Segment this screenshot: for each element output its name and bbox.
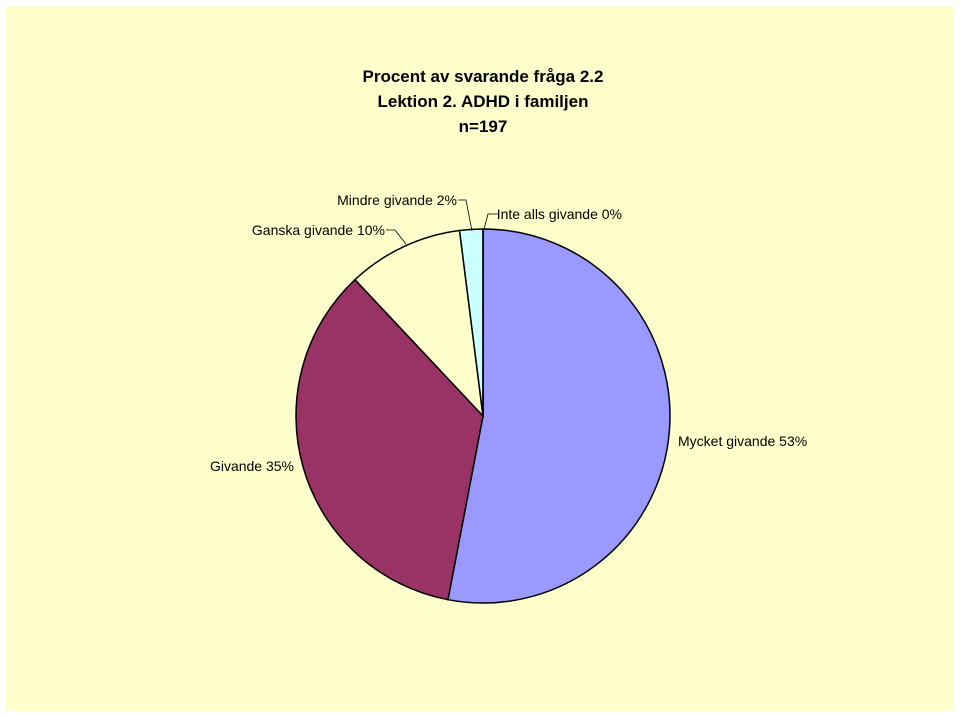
chart-title-line-2: Lektion 2. ADHD i familjen bbox=[377, 92, 589, 111]
chart-title-line-3: n=197 bbox=[458, 117, 508, 136]
leader-line-inte-alls-givande bbox=[483, 213, 498, 230]
slice-label-mycket-givande: Mycket givande 53% bbox=[678, 433, 807, 449]
pie-slice-givande bbox=[295, 278, 484, 601]
slice-label-mindre-givande: Mindre givande 2% bbox=[337, 192, 457, 208]
pie-slice-ganska-givande bbox=[353, 229, 485, 419]
slice-label-inte-alls-givande: Inte alls givande 0% bbox=[497, 206, 622, 222]
leader-line-mindre-givande bbox=[458, 199, 473, 232]
slice-label-ganska-givande: Ganska givande 10% bbox=[252, 222, 385, 238]
slice-label-givande: Givande 35% bbox=[210, 458, 294, 474]
chart-title: Procent av svarande fråga 2.2 Lektion 2.… bbox=[330, 64, 636, 139]
pie-slice-mycket-givande bbox=[447, 228, 671, 604]
chart-title-line-1: Procent av svarande fråga 2.2 bbox=[362, 67, 604, 86]
leader-line-ganska-givande bbox=[386, 229, 407, 245]
